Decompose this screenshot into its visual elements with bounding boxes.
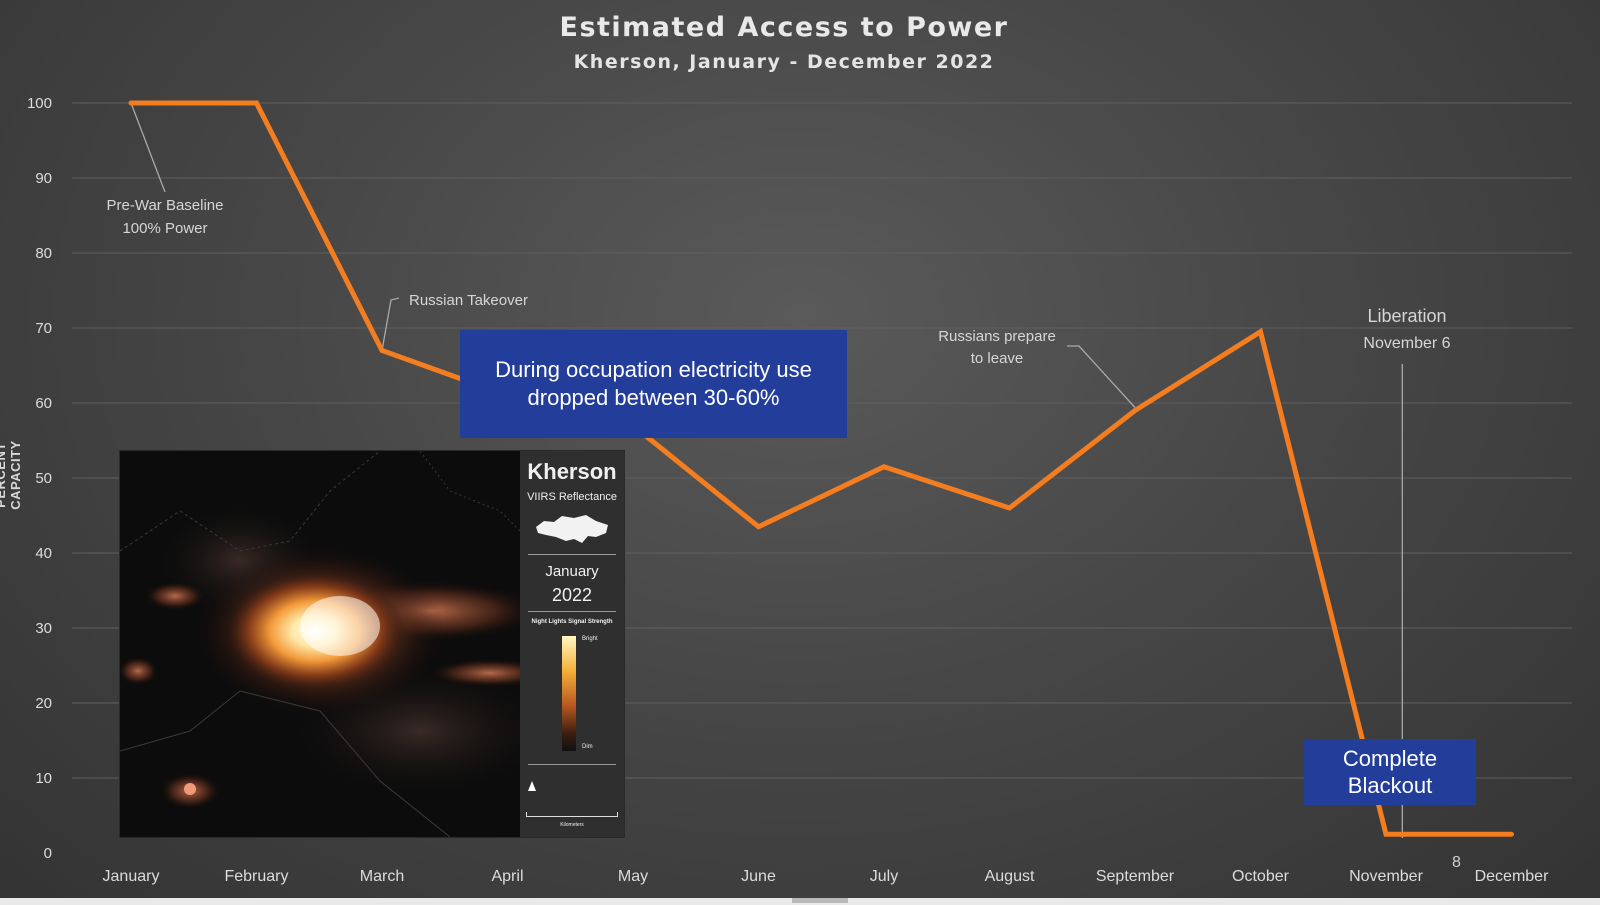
y-tick-label: 30 [35, 620, 52, 637]
scale-unit-label: Kilometers [560, 822, 584, 828]
annotations: Pre-War Baseline 100% Power Russian Takeov… [107, 197, 1451, 367]
panel-divider [528, 611, 616, 612]
x-tick-label: February [224, 868, 288, 885]
annotation-liberation-date: November 6 [1363, 335, 1450, 352]
y-tick-labels: 0 10 20 30 40 50 60 70 80 90 100 [27, 95, 52, 862]
x-tick-label: November [1349, 868, 1423, 885]
y-tick-label: 70 [35, 320, 52, 337]
panel-divider [528, 764, 616, 765]
blackout-callout: Complete Blackout [1304, 739, 1476, 805]
ukraine-silhouette-icon [536, 515, 608, 543]
night-lights-map-image [120, 451, 520, 837]
legend-title: Night Lights Signal Strength [531, 619, 613, 625]
occupation-callout: During occupation electricity use droppe… [460, 330, 847, 438]
y-tick-label: 60 [35, 395, 52, 412]
annotation-prewar-baseline: 100% Power [122, 220, 207, 237]
x-tick-label: August [985, 868, 1035, 885]
map-subtitle: VIIRS Reflectance [527, 491, 617, 503]
annotation-russians-prepare: to leave [971, 350, 1024, 367]
x-tick-label: July [870, 868, 898, 885]
scale-bar [526, 812, 618, 817]
annotation-liberation: Liberation [1367, 306, 1446, 326]
series-line-path [128, 100, 1514, 837]
map-month: January [545, 563, 599, 580]
y-tick-label: 80 [35, 245, 52, 262]
north-arrow-icon [528, 781, 536, 791]
chart-subtitle: Kherson, January - December 2022 [573, 51, 995, 73]
x-tick-label: May [618, 868, 648, 885]
x-tick-label: December [1475, 868, 1549, 885]
y-tick-label: 50 [35, 470, 52, 487]
map-legend-panel: Kherson VIIRS Reflectance January 2022 N… [520, 451, 624, 837]
x-tick-label: March [360, 868, 404, 885]
chart-title: Estimated Access to Power [559, 12, 1009, 43]
kherson-night-lights-map: Kherson VIIRS Reflectance January 2022 N… [119, 450, 625, 838]
y-axis-label: PERCENT CAPACITY [0, 440, 23, 510]
y-tick-label: 90 [35, 170, 52, 187]
annotation-prewar-baseline: Pre-War Baseline [107, 197, 224, 214]
map-year: 2022 [551, 585, 593, 605]
map-city-name: Kherson [527, 459, 617, 484]
annotation-leader-line [130, 102, 166, 193]
signal-strength-ramp [562, 636, 576, 751]
y-tick-label: 0 [44, 845, 52, 862]
x-tick-label: June [741, 868, 776, 885]
legend-high-label: Bright [582, 636, 598, 642]
y-tick-label: 20 [35, 695, 52, 712]
annotation-leader-line [381, 297, 400, 351]
x-tick-label: October [1232, 868, 1290, 885]
y-tick-label: 100 [27, 95, 52, 112]
scrollbar-thumb[interactable] [792, 898, 848, 903]
x-tick-label: January [103, 868, 160, 885]
legend-low-label: Dim [582, 744, 593, 750]
y-tick-label: 40 [35, 545, 52, 562]
y-tick-label: 10 [35, 770, 52, 787]
x-tick-label: September [1096, 868, 1175, 885]
page-number: 8 [1452, 854, 1461, 871]
annotation-leader-line [1067, 345, 1136, 408]
x-tick-label: April [491, 868, 523, 885]
panel-divider [528, 554, 616, 555]
x-tick-labels: January February March April May June July Augu… [103, 868, 1550, 885]
annotation-russians-prepare: Russians prepare [938, 328, 1056, 345]
annotation-russian-takeover: Russian Takeover [409, 292, 528, 309]
